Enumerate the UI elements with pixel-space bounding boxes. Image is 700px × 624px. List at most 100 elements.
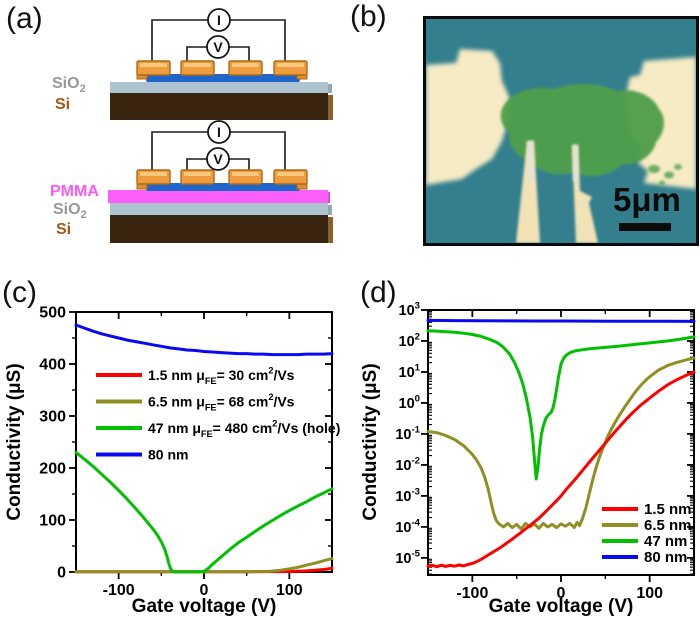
panel-d-label: (d) [360, 276, 397, 309]
y-tick-label: 10-4 [395, 517, 420, 536]
y-tick-label: 10-1 [395, 424, 420, 443]
panel-a-label: (a) [6, 2, 43, 35]
flake-region [500, 83, 665, 177]
legend-item: 6.5 nm μFE= 68 cm2/Vs [96, 392, 295, 412]
legend-label: 47 nm μFE= 480 cm2/Vs (hole) [148, 419, 340, 439]
legend-label: 80 nm [148, 447, 188, 463]
y-tick-label: 0 [57, 565, 66, 582]
probe-tip-right [573, 145, 578, 181]
y-tick-label: 10-2 [395, 455, 420, 474]
y-tick-label: 100 [399, 393, 420, 412]
legend-label: 80 nm [644, 549, 687, 566]
left-electrode-pad [426, 49, 510, 185]
electrode [228, 60, 263, 76]
legend-label: 6.5 nm [644, 517, 692, 534]
y-tick-label: 300 [39, 409, 66, 426]
electrode [180, 60, 215, 76]
x-axis-title: Gate voltage (V) [489, 596, 634, 617]
probe-electrode-right [572, 145, 598, 243]
chart-linear: -100 0 100 0 100 200 300 400 500 1.5 nm μFE= 30 c… [4, 305, 340, 618]
series-line-80-nm [74, 323, 334, 357]
device-pmma-capped: I V [108, 120, 333, 243]
panel-c-label: (c) [2, 276, 37, 309]
legend-item: 80 nm [602, 549, 687, 566]
micrograph-image: 5μm [426, 19, 696, 243]
electrode [180, 169, 215, 185]
x-tick-label: 0 [557, 585, 566, 602]
legend-item: 6.5 nm [602, 517, 692, 534]
legend-item: 47 nm [602, 533, 687, 550]
electrode [136, 169, 171, 185]
x-tick-label: -100 [456, 585, 488, 602]
flake-fragments [648, 164, 682, 186]
device-uncapped: I V [110, 8, 333, 120]
probe-electrode-left [516, 141, 540, 243]
series-line-1.5-nm [426, 370, 696, 569]
legend-item: 1.5 nm [602, 501, 692, 518]
y-tick-label: 102 [399, 331, 420, 350]
ammeter-label: I [217, 124, 221, 140]
label-sio2-bottom: SiO2 [53, 201, 87, 222]
legend-label: 47 nm [644, 533, 687, 550]
series-line-47-nm-FE-480-cm-2-Vs-hole- [74, 450, 334, 574]
flake [146, 74, 300, 82]
current-wire [151, 131, 286, 171]
ammeter-label: I [217, 12, 221, 28]
scale-text: 5μm [613, 181, 681, 218]
flake [146, 183, 300, 191]
scale-bar [619, 223, 671, 231]
y-axis-title: Conductivity (μS) [360, 363, 381, 520]
si-layer [110, 215, 328, 243]
micrograph: 5μm [423, 16, 699, 246]
pmma-layer [108, 190, 328, 203]
electrode [273, 60, 308, 76]
legend-item: 80 nm [96, 447, 188, 463]
legend-label: 6.5 nm μFE= 68 cm2/Vs [148, 392, 295, 412]
y-tick-label: 10-3 [395, 486, 420, 505]
chart-log: -100 0 100 103 102 101 100 10-1 10-2 10-3 10-4 10-5… [360, 301, 696, 617]
label-pmma: PMMA [50, 183, 99, 200]
si-layer-edge [328, 95, 333, 120]
x-tick-label: 100 [276, 582, 303, 599]
legend-label: 1.5 nm [644, 501, 692, 518]
y-tick-label: 200 [39, 461, 66, 478]
electrode [228, 169, 263, 185]
sio2-layer [110, 203, 328, 215]
legend-item: 1.5 nm μFE= 30 cm2/Vs [96, 366, 295, 386]
y-tick-label: 100 [39, 513, 66, 530]
electrode [273, 169, 308, 185]
y-tick-label: 500 [39, 305, 66, 322]
y-tick-label: 101 [399, 362, 421, 381]
x-tick-label: -100 [103, 582, 135, 599]
series-line-6.5-nm [426, 356, 696, 531]
label-si-top: Si [55, 96, 71, 113]
sio2-layer-edge [328, 205, 332, 215]
x-tick-label: 0 [200, 582, 209, 599]
voltmeter-label: V [213, 151, 223, 167]
ammeter-circle [207, 8, 231, 32]
electrode [136, 60, 171, 76]
voltage-wire [186, 158, 250, 171]
ammeter-circle [207, 120, 231, 144]
series-line-47-nm [426, 329, 696, 481]
label-si-bottom: Si [56, 221, 72, 238]
device-schematic: I V I V [108, 8, 333, 243]
sio2-layer-edge [328, 84, 332, 93]
current-wire [151, 19, 286, 62]
si-layer-edge [328, 217, 333, 243]
x-tick-label: 100 [636, 585, 663, 602]
voltmeter-circle [206, 147, 230, 171]
y-axis-title: Conductivity (μS) [4, 363, 25, 520]
y-tick-label: 103 [399, 301, 420, 320]
y-tick-label: 400 [39, 357, 66, 374]
y-tick-label: 10-5 [395, 548, 420, 567]
voltage-wire [186, 46, 250, 62]
series-line-80-nm [426, 318, 696, 323]
si-layer [110, 93, 328, 120]
voltmeter-label: V [213, 39, 223, 55]
label-sio2-top: SiO2 [52, 75, 86, 96]
sio2-layer [110, 82, 328, 93]
legend-label: 1.5 nm μFE= 30 cm2/Vs [148, 366, 295, 386]
panel-b-label: (b) [350, 0, 387, 33]
